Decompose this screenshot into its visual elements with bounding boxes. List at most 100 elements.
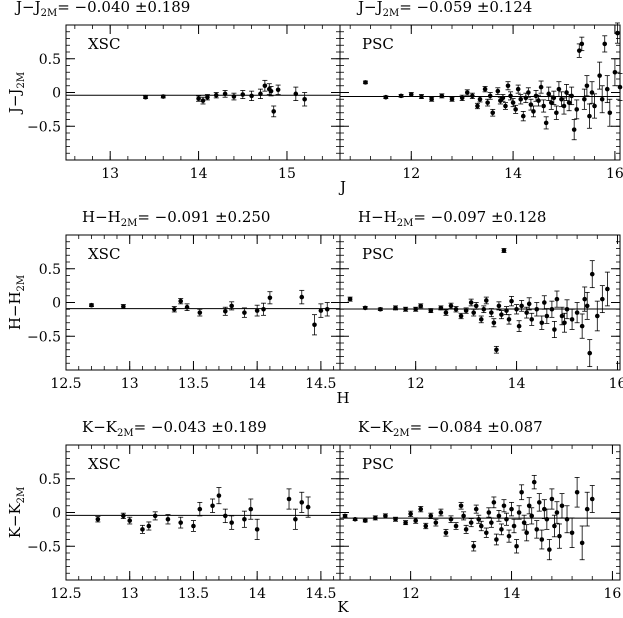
data-point [597,73,602,78]
data-point [223,308,228,314]
data-point [286,496,292,502]
data-point [521,520,527,525]
data-point [393,305,398,311]
y-axis-label: K−K2M [6,487,27,539]
data-point [549,306,555,312]
data-point [559,313,565,319]
data-point [501,503,507,509]
data-point [443,310,449,315]
y-label-subscript: 2M [16,487,27,504]
data-point [342,513,348,519]
data-point [95,516,101,522]
data-point [468,300,474,305]
data-point [373,515,378,521]
y-tick-label: 0.5 [39,262,61,278]
data-point [254,308,260,313]
data-point [589,271,595,277]
data-point [513,107,518,112]
data-point [470,93,475,99]
data-point [378,306,383,312]
data-point [569,317,575,322]
panel-title: J−J2M= −0.059 ±0.124 [356,0,532,19]
x-tick-label: 15 [278,166,296,182]
data-point [569,93,574,99]
data-point [518,96,524,102]
panel-title: K−K2M= −0.043 ±0.189 [82,418,267,439]
x-tick-label: 14.5 [305,376,336,392]
x-tick-label: 16 [609,376,623,392]
panel-annotation: PSC [362,35,394,53]
data-point [564,306,570,312]
data-point [579,41,585,47]
data-point [473,506,479,512]
data-point [413,306,418,312]
data-point [514,543,519,549]
x-tick-label: 14 [190,166,208,182]
y-label-subscript: 2M [16,275,27,292]
data-point [544,516,550,522]
data-point [477,96,483,102]
x-tick-label: 12 [402,166,420,182]
x-tick-label: 14 [504,166,522,182]
data-point [574,107,580,112]
data-point [398,93,404,99]
data-point [403,306,408,312]
data-point [293,516,298,522]
title-main: K−K [82,418,118,436]
data-point [501,248,507,253]
data-point [503,103,508,109]
data-point [554,296,560,302]
data-point [305,504,311,510]
title-stats: = −0.043 ±0.189 [134,418,267,436]
data-point [261,306,266,312]
title-subscript: 2M [41,8,58,19]
data-point [500,95,506,101]
data-point [229,520,234,525]
data-point [559,503,565,509]
data-point [491,320,497,326]
x-tick-label: 14 [248,586,266,602]
data-point [471,543,476,549]
data-point [487,93,493,99]
data-point [547,547,552,552]
data-point [546,91,552,97]
data-point [526,90,531,95]
data-point [526,503,532,509]
data-point [482,86,488,92]
data-point [551,95,557,101]
y-label-main: H−H [6,291,24,330]
data-point [617,84,623,90]
x-tick-label: 13.5 [178,586,209,602]
data-point [566,100,572,105]
data-point [443,530,449,536]
title-stats: = −0.097 ±0.128 [413,208,546,226]
title-main: J−J [14,0,41,16]
data-point [557,533,562,539]
data-point [439,93,445,99]
data-point [534,306,540,312]
data-point [453,306,459,312]
x-tick-label: 13.5 [178,376,209,392]
data-point [520,113,526,119]
data-point [448,516,454,522]
panel-6: 12 14 16 PSC K−K2M= −0.084 ±0.087 K [337,418,621,616]
data-point [438,305,444,311]
data-point [533,93,539,99]
data-point [571,127,577,132]
data-point [140,527,145,532]
data-point [258,91,263,97]
data-point [271,109,277,114]
data-point [587,113,592,119]
data-point [607,110,613,116]
data-point [393,516,398,522]
data-point [352,516,358,522]
data-point [160,94,166,99]
data-point [347,296,353,302]
data-point [544,313,550,319]
data-point [526,301,532,307]
y-tick-label: 0 [52,86,61,102]
data-point [362,305,368,311]
data-point [504,308,509,313]
